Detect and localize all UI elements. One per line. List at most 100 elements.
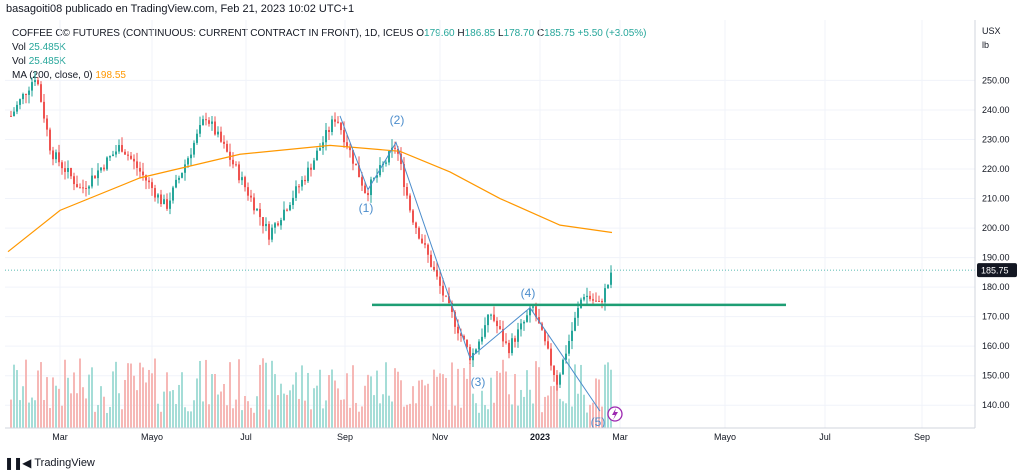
volume-bar (553, 385, 555, 428)
volume-bar (232, 408, 234, 428)
candle-body (313, 160, 315, 170)
volume-bar (448, 409, 450, 428)
volume-bar (430, 406, 432, 428)
volume-bar (34, 400, 36, 428)
symbol-row: COFFEE C© FUTURES (CONTINUOUS: CURRENT C… (12, 27, 646, 41)
candle-body (445, 295, 447, 297)
volume-bar (307, 372, 309, 428)
volume-bar (304, 400, 306, 428)
volume-bar (325, 400, 327, 428)
volume-bar (298, 398, 300, 428)
volume-bar (202, 401, 204, 428)
volume-bar (592, 402, 594, 428)
candle-body (544, 329, 546, 342)
open-value: 179.60 (424, 28, 455, 39)
candle-body (37, 80, 39, 85)
volume-bar (415, 403, 417, 428)
candle-body (199, 125, 201, 134)
volume-bar (583, 394, 585, 428)
candle-body (109, 156, 111, 158)
volume-bar (190, 411, 192, 428)
currency-label: USX (982, 26, 1001, 36)
volume-bar (22, 386, 24, 428)
volume-bar (310, 409, 312, 428)
candle-body (472, 352, 474, 361)
volume-bar (460, 407, 462, 428)
volume-bar (238, 359, 240, 428)
price-tick-label: 190.00 (982, 253, 1010, 263)
volume-bar (199, 360, 201, 428)
volume-bar (433, 369, 435, 428)
symbol-title: COFFEE C© FUTURES (CONTINUOUS: CURRENT C… (12, 28, 414, 39)
volume-bar (442, 374, 444, 428)
candle-body (439, 276, 441, 286)
candle-body (286, 209, 288, 211)
candle-body (343, 130, 345, 143)
candle-body (589, 295, 591, 300)
candle-body (91, 175, 93, 187)
candle-body (160, 194, 162, 205)
candle-body (436, 269, 438, 277)
candle-body (94, 175, 96, 179)
time-axis[interactable]: Mar Mayo Jul Sep Nov 2023 Mar Mayo Jul Sep (5, 427, 975, 442)
candle-body (430, 254, 432, 267)
time-tick-label: Mar (612, 432, 628, 442)
candle-body (196, 133, 198, 143)
candle-body (448, 296, 450, 303)
candle-body (121, 145, 123, 152)
volume-bar (223, 384, 225, 428)
volume-bar (133, 375, 135, 428)
volume-bar (175, 404, 177, 428)
candle-body (34, 80, 36, 83)
volume-bar (163, 391, 165, 428)
candle-body (184, 164, 186, 173)
candle-body (295, 186, 297, 198)
wave-label: (2) (390, 113, 405, 127)
high-label: H (457, 28, 465, 39)
candle-body (250, 195, 252, 198)
volume-bar (535, 361, 537, 428)
candle-body (70, 168, 72, 177)
candle-body (244, 177, 246, 188)
candle-body (457, 326, 459, 334)
volume-bar (58, 388, 60, 428)
candle-body (406, 187, 408, 196)
volume-bar (136, 390, 138, 428)
volume-bar (109, 407, 111, 428)
candle-body (346, 142, 348, 148)
volume-bar (256, 396, 258, 428)
volume-bar (118, 393, 120, 428)
candle-body (229, 151, 231, 160)
candle-body (25, 93, 27, 95)
volume-bar (499, 372, 501, 428)
volume-bar (211, 374, 213, 428)
elliott-wave-line[interactable] (339, 115, 601, 412)
volume-bar (31, 397, 33, 428)
volume-bar (16, 370, 18, 428)
price-axis[interactable]: USX lb 250.00 240.00 230.00 220.00 210.00 200.0… (974, 20, 1017, 428)
volume-bar (25, 359, 27, 428)
volume-bar (121, 409, 123, 428)
candle-body (367, 192, 369, 196)
time-tick-label: Mayo (141, 432, 163, 442)
candle-body (175, 179, 177, 188)
volume-bar (115, 361, 117, 428)
volume-row-2: Vol 25.485K (12, 55, 646, 69)
wave-label: (4) (521, 286, 536, 300)
volume-bar (508, 394, 510, 428)
candle-body (238, 164, 240, 181)
candle-body (427, 244, 429, 255)
volume-bar (337, 388, 339, 428)
candle-body (82, 187, 84, 189)
volume-bar (370, 376, 372, 428)
candle-body (595, 300, 597, 302)
candle-body (202, 119, 204, 126)
volume-bar (463, 368, 465, 428)
volume-bar (538, 367, 540, 428)
candle-body (106, 157, 108, 170)
volume-bar (322, 408, 324, 428)
lightning-icon[interactable] (607, 406, 623, 422)
time-tick-label: Jul (819, 432, 831, 442)
volume-bar (61, 405, 63, 428)
